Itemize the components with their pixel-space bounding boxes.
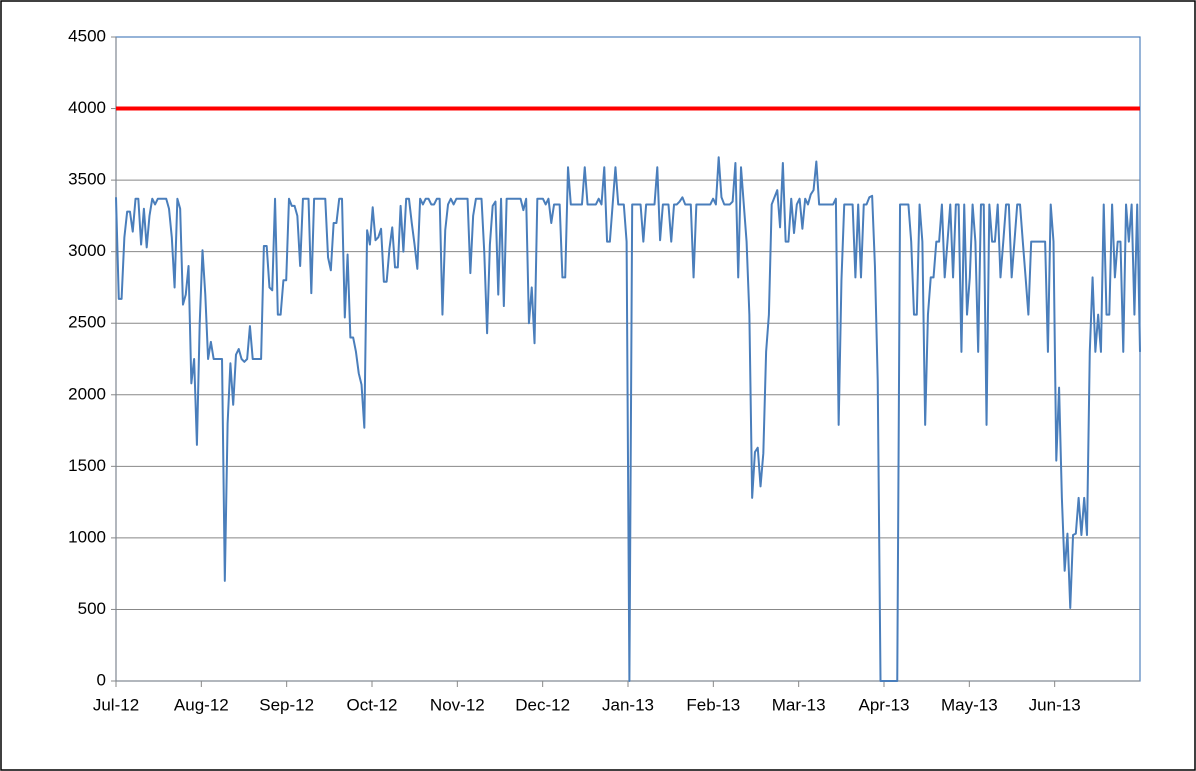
x-tick-label: Dec-12: [515, 695, 570, 714]
x-tick-label: Feb-13: [686, 695, 740, 714]
y-tick-label: 500: [78, 599, 106, 618]
y-tick-label: 3500: [68, 170, 106, 189]
y-tick-label: 4500: [68, 26, 106, 45]
y-tick-label: 2000: [68, 384, 106, 403]
x-tick-label: Jan-13: [602, 695, 654, 714]
x-tick-label: Aug-12: [174, 695, 229, 714]
y-tick-label: 2500: [68, 313, 106, 332]
x-tick-label: Nov-12: [430, 695, 485, 714]
x-tick-label: Jul-12: [93, 695, 139, 714]
x-tick-label: Oct-12: [346, 695, 397, 714]
x-tick-label: Jun-13: [1029, 695, 1081, 714]
y-tick-label: 4000: [68, 98, 106, 117]
y-tick-label: 1500: [68, 456, 106, 475]
y-tick-label: 1000: [68, 527, 106, 546]
x-tick-label: Sep-12: [259, 695, 314, 714]
y-tick-label: 0: [97, 670, 106, 689]
data-line: [115, 156, 1141, 682]
x-tick-label: Apr-13: [858, 695, 909, 714]
x-tick-label: Mar-13: [772, 695, 826, 714]
y-tick-label: 3000: [68, 241, 106, 260]
x-tick-label: May-13: [941, 695, 998, 714]
